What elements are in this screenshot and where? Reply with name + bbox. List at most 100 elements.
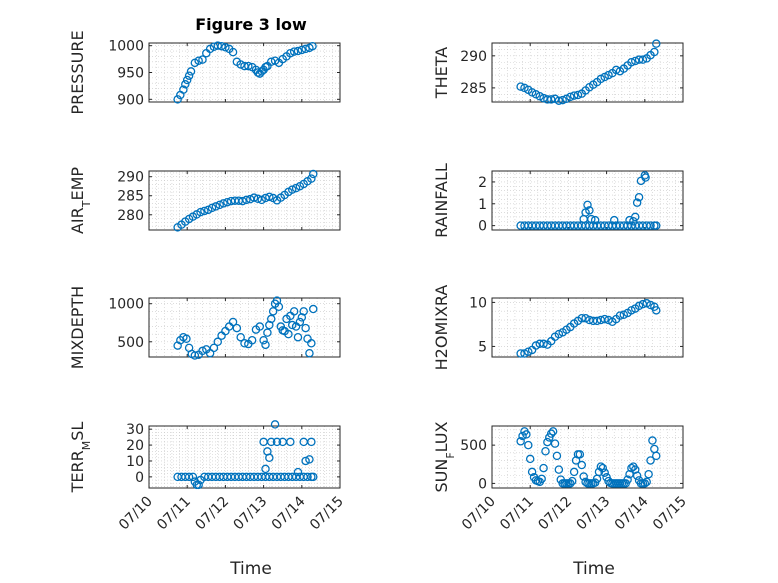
y-tick-label: 5 [478, 339, 487, 355]
x-tick-label: 07/12 [535, 494, 575, 534]
data-point [295, 317, 305, 327]
data-point [186, 67, 196, 76]
data-point [548, 427, 558, 436]
axes-box [148, 170, 341, 231]
data-point [652, 451, 661, 461]
y-tick-label: 290 [460, 49, 487, 65]
data-point [265, 192, 274, 202]
data-point [190, 351, 200, 360]
data-point [223, 197, 232, 207]
y-tick-label: 10 [126, 454, 144, 470]
data-point [600, 468, 609, 477]
y-tick-label: 2 [478, 175, 487, 191]
data-point [265, 453, 274, 463]
data-point [268, 307, 278, 316]
data-point [173, 95, 182, 104]
data-point [215, 200, 224, 210]
data-point [552, 451, 562, 461]
data-point [188, 472, 198, 482]
data-point [182, 75, 192, 85]
data-point [600, 314, 609, 324]
data-point [644, 469, 653, 479]
data-point [289, 307, 299, 316]
data-point [566, 479, 575, 488]
data-point [259, 336, 268, 345]
data-point [554, 96, 564, 105]
data-point [266, 314, 276, 324]
data-point [272, 437, 282, 447]
data-point [579, 472, 588, 481]
data-point [240, 339, 249, 348]
y-tick-label: 10 [469, 295, 487, 311]
y-tick-label: 30 [126, 422, 144, 438]
data-point [598, 463, 608, 473]
data-point [516, 82, 525, 91]
x-tick-label: 07/12 [192, 494, 232, 534]
y-tick-label: 0 [478, 476, 487, 492]
data-point [228, 317, 238, 327]
data-point [301, 456, 310, 466]
y-axis-label: MIXDEPTH [68, 286, 87, 369]
y-tick-label: 1000 [108, 39, 144, 55]
data-point [596, 462, 606, 471]
data-point [516, 349, 525, 358]
data-point [182, 334, 191, 343]
data-point [652, 306, 661, 315]
axes-box [148, 425, 341, 489]
data-point [569, 91, 579, 100]
data-point [541, 447, 550, 456]
data-point [196, 207, 205, 217]
data-point [307, 339, 316, 348]
data-point [213, 41, 223, 50]
data-point [652, 39, 661, 48]
data-point [573, 90, 583, 100]
data-point [184, 71, 194, 80]
y-axis-label: RAINFALL [432, 163, 451, 238]
data-point [518, 431, 527, 441]
data-point [184, 472, 194, 482]
x-tick-label: 07/15 [650, 494, 690, 534]
subplot-rainfall: 0 1 2 RAINFALL [432, 163, 684, 238]
data-point [255, 322, 265, 331]
data-point [641, 173, 650, 182]
data-point [632, 471, 642, 481]
data-point [261, 340, 270, 350]
data-point [308, 41, 317, 51]
data-point [525, 454, 535, 464]
data-point [307, 437, 316, 447]
x-tick-label: 07/10 [459, 494, 499, 534]
data-point [309, 169, 318, 179]
y-tick-label: 20 [126, 438, 144, 454]
subplot-pressure: 900 950 1000 PRESSURE [68, 30, 341, 115]
data-point [609, 215, 619, 225]
y-tick-label: 0 [478, 219, 487, 235]
data-point [303, 472, 312, 482]
data-point [648, 436, 657, 445]
y-axis-label: PRESSURE [68, 30, 87, 114]
axes-box [491, 297, 684, 358]
x-tick-label: 07/13 [231, 494, 271, 534]
data-point [207, 203, 217, 213]
data-point [244, 61, 253, 71]
data-point [236, 60, 245, 69]
subplot-h2omixra: 5 10 H2OMIXRA [432, 285, 684, 371]
data-point [287, 185, 297, 194]
data-point [305, 455, 314, 464]
data-point [567, 476, 577, 486]
data-point [634, 192, 644, 202]
x-axis-label-left: Time [229, 559, 272, 579]
data-point [623, 475, 632, 484]
y-tick-label: 285 [460, 81, 487, 97]
data-point [646, 221, 655, 230]
data-point [303, 334, 312, 343]
x-tick-label: 07/11 [497, 494, 537, 534]
data-point [217, 41, 226, 51]
x-tick-label: 07/14 [612, 493, 652, 533]
data-point [198, 55, 207, 64]
y-axis-label: H2OMIXRA [432, 285, 451, 371]
x-tick-label: 07/15 [307, 494, 347, 534]
data-point [309, 472, 318, 482]
